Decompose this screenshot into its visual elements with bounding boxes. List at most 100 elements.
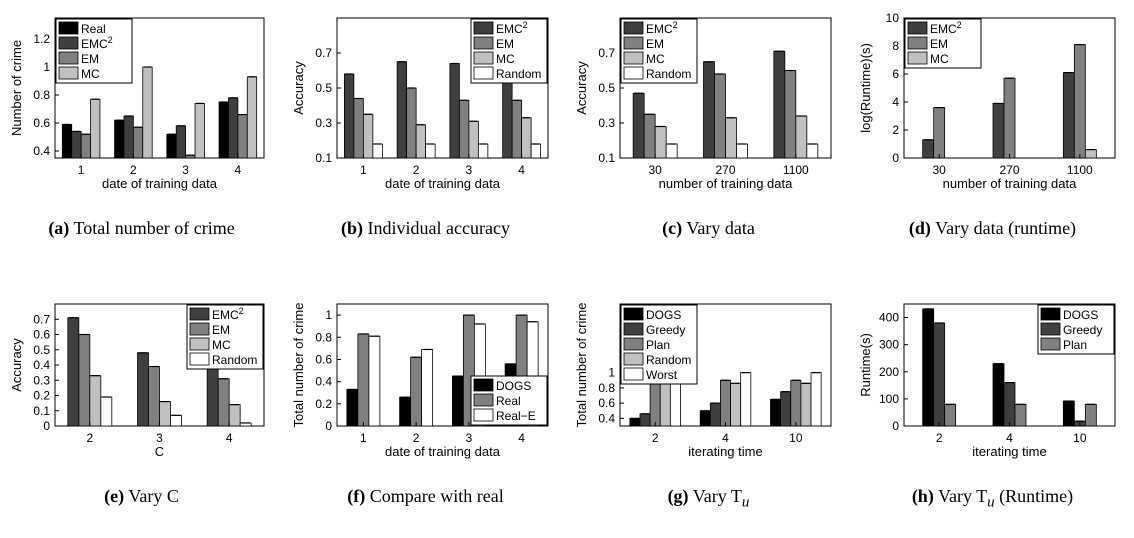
figure-caption: (c) Vary data — [567, 218, 850, 239]
y-tick-label: 0.6 — [315, 352, 332, 366]
legend-label: Random — [496, 67, 541, 81]
caption-subscript: u — [741, 494, 750, 511]
bar — [399, 396, 412, 427]
y-tick-label: 1.2 — [33, 32, 50, 46]
legend-swatch — [623, 352, 644, 366]
y-tick-label: 0.8 — [598, 381, 615, 395]
bar — [1014, 403, 1027, 427]
legend-swatch — [58, 21, 79, 35]
chart-panel-c: 0.1 0.3 0.5 0.7 30 270 1100 number of training … — [567, 0, 850, 270]
figure-caption: (e) Vary C — [0, 486, 283, 507]
y-axis-label: Total number of crime — [291, 303, 306, 428]
legend-swatch — [58, 66, 79, 80]
legend-label: Greedy — [1063, 323, 1102, 337]
bar — [922, 139, 935, 159]
x-axis-label: number of training data — [659, 176, 793, 191]
y-axis-label: log(Runtime)(s) — [858, 43, 873, 133]
caption-text: Total number of crime — [73, 218, 235, 238]
bar — [237, 114, 248, 159]
legend-label: EMC2 — [496, 20, 528, 36]
legend-swatch — [907, 21, 928, 35]
caption-subscript: u — [987, 494, 995, 511]
legend-swatch — [1040, 307, 1061, 321]
legend-swatch — [473, 36, 494, 50]
y-axis-label: Accuracy — [574, 61, 589, 115]
bar — [709, 402, 721, 427]
legend-label: EM — [496, 37, 514, 51]
bar — [228, 404, 241, 427]
x-tick-label: 4 — [518, 163, 525, 177]
caption-label: (h) — [911, 486, 934, 506]
x-tick-label: 1 — [78, 163, 85, 177]
legend-label: Plan — [1063, 338, 1087, 352]
legend-swatch — [907, 51, 928, 65]
x-tick-label: 1100 — [1067, 163, 1093, 177]
x-tick-label: 1 — [360, 431, 367, 445]
bar — [468, 120, 479, 159]
x-tick-label: 2 — [413, 163, 420, 177]
legend-swatch — [189, 307, 210, 321]
y-tick-label: 200 — [879, 365, 899, 379]
bar — [421, 349, 434, 427]
plot-frame — [336, 303, 549, 427]
bar — [67, 317, 80, 427]
bar — [736, 143, 748, 159]
bar — [629, 417, 641, 427]
bar — [477, 143, 489, 159]
x-tick-label: 4 — [235, 163, 242, 177]
legend-label: MC — [212, 338, 231, 352]
bar — [944, 403, 957, 427]
bar — [1062, 400, 1075, 427]
legend-label: DOGS — [496, 379, 531, 393]
y-tick-label: 8 — [892, 39, 899, 53]
x-tick-label: 1 — [360, 163, 367, 177]
bar — [100, 396, 113, 427]
bar — [246, 76, 258, 159]
bar — [530, 143, 542, 159]
x-axis-label: date of training data — [102, 176, 218, 191]
legend-swatch — [58, 51, 79, 65]
x-tick-label: 30 — [932, 163, 946, 177]
y-tick-label: 0.1 — [315, 151, 332, 165]
x-tick-label: 270 — [715, 163, 735, 177]
bar — [699, 410, 711, 427]
y-tick-label: 0.3 — [598, 116, 615, 130]
legend-label: Real — [496, 394, 521, 408]
y-tick-label: 0 — [892, 419, 899, 433]
x-tick-label: 3 — [156, 431, 163, 445]
legend-label: Random — [646, 67, 691, 81]
bar — [137, 352, 149, 427]
y-axis-label: Accuracy — [9, 338, 24, 392]
x-axis-label: C — [155, 444, 164, 459]
bar — [992, 103, 1005, 159]
bar — [730, 382, 742, 427]
legend-swatch — [473, 408, 494, 422]
legend-label: Plan — [646, 338, 670, 352]
y-tick-label: 100 — [879, 392, 899, 406]
bar — [1003, 77, 1016, 159]
y-tick-label: 0.1 — [598, 151, 615, 165]
caption-label: (g) — [667, 486, 689, 506]
y-tick-label: 0.2 — [33, 389, 50, 403]
legend-swatch — [189, 352, 210, 366]
chart-svg-e: 00.10.2 0.30.40.50.6 0.7 2 3 4 C Accuracy EMC2EM… — [9, 303, 265, 459]
bar — [725, 117, 737, 159]
bar — [406, 87, 417, 159]
caption-text: Individual accuracy — [367, 218, 510, 238]
legend-label: EMC2 — [646, 20, 678, 36]
y-tick-label: 0.7 — [598, 46, 615, 60]
caption-text: Vary T — [692, 486, 742, 506]
y-tick-label: 0.7 — [315, 46, 332, 60]
y-tick-label: 0.6 — [33, 116, 50, 130]
legend-swatch — [1040, 337, 1061, 351]
legend-swatch — [623, 51, 644, 65]
y-tick-label: 300 — [879, 338, 899, 352]
y-axis-label: Total number of crime — [574, 303, 589, 428]
bar — [217, 378, 230, 427]
bar — [353, 98, 364, 159]
bar — [458, 99, 470, 159]
legend-label: Real — [81, 22, 106, 36]
caption-label: (c) — [662, 218, 683, 238]
legend-label: EM — [212, 323, 230, 337]
